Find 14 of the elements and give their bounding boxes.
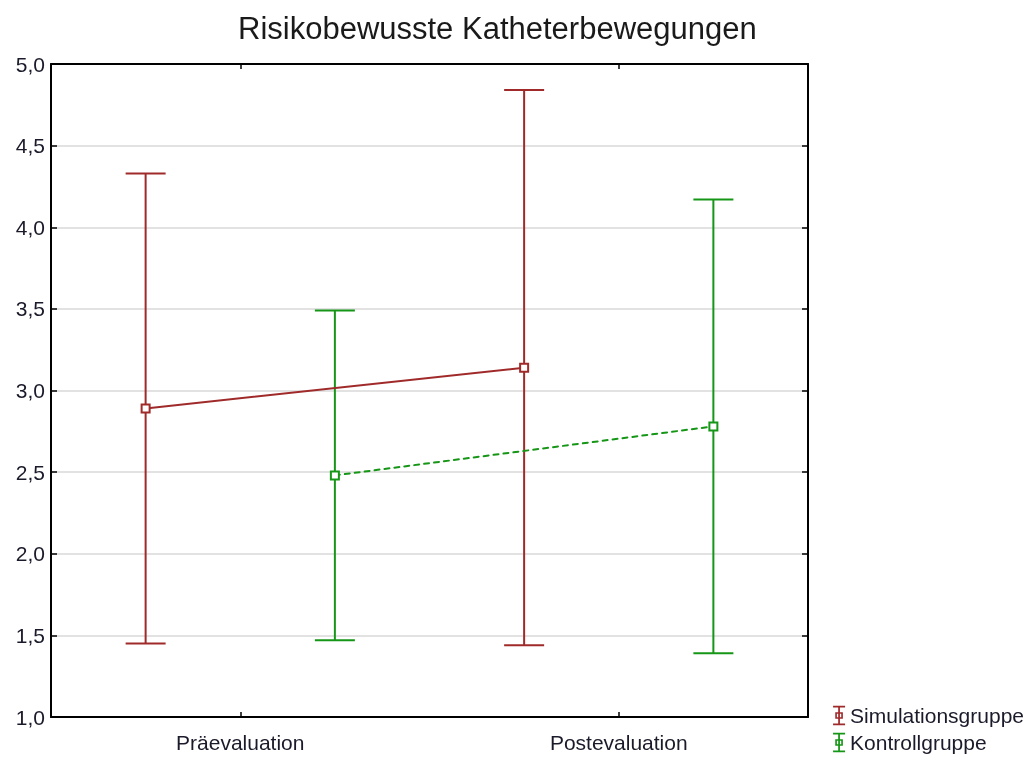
x-tick-label: Präevaluation <box>176 731 305 754</box>
legend-label: Kontrollgruppe <box>850 731 987 754</box>
y-tick-label: 2,5 <box>15 460 45 484</box>
y-tick-label: 3,5 <box>15 297 45 321</box>
y-tick-label: 4,5 <box>15 134 45 158</box>
y-tick-label: 4,0 <box>15 215 45 239</box>
y-tick-label: 3,0 <box>15 379 45 402</box>
y-tick-label: 1,5 <box>15 623 45 647</box>
y-tick-label: 1,0 <box>15 705 45 729</box>
legend-label: Simulationsgruppe <box>850 704 1024 727</box>
y-tick-label: 5,0 <box>15 52 45 76</box>
y-tick-label: 2,0 <box>15 542 45 566</box>
chart-title: Risikobewusste Katheterbewegungen <box>238 11 757 46</box>
x-tick-label: Postevaluation <box>549 731 688 754</box>
